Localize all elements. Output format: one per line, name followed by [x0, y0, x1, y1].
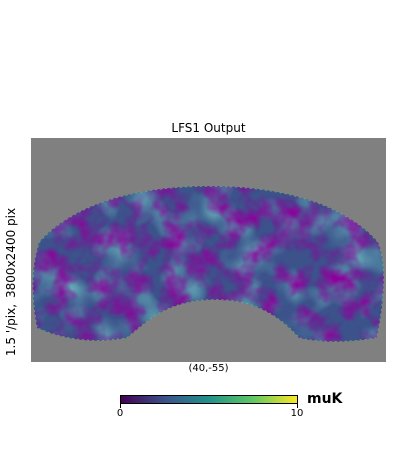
map-footprint — [32, 186, 384, 342]
colorbar-max-label: 10 — [290, 408, 304, 419]
figure-title: LFS1 Output — [171, 121, 246, 135]
sky-map — [31, 138, 386, 362]
colorbar-min-label: 0 — [116, 408, 124, 419]
pixel-size-label: 3800x2400 pix — [4, 207, 18, 298]
colorbar-max-tick — [297, 404, 298, 408]
colorbar-unit-label: muK — [307, 391, 343, 407]
y-axis-label: 1.5 '/pix, 3800x2400 pix — [4, 205, 18, 359]
center-coordinate-label: (40,-55) — [188, 363, 229, 374]
sky-map-image — [31, 138, 386, 362]
colorbar-min-tick — [120, 404, 121, 408]
resolution-label: 1.5 '/pix, — [4, 303, 18, 357]
colorbar — [120, 395, 298, 404]
